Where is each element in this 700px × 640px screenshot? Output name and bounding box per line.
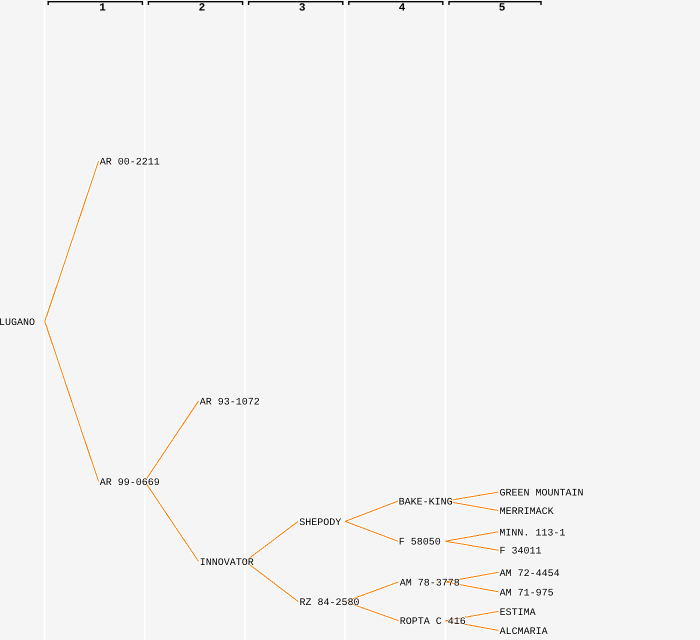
svg-text:MERRIMACK: MERRIMACK (500, 507, 554, 518)
svg-text:LUGANO: LUGANO (0, 318, 35, 329)
svg-text:AM 78-3778: AM 78-3778 (400, 578, 460, 589)
svg-text:5: 5 (499, 3, 506, 15)
svg-text:AM 72-4454: AM 72-4454 (500, 569, 560, 580)
svg-text:MINN. 113-1: MINN. 113-1 (499, 528, 565, 539)
svg-text:ALCMARIA: ALCMARIA (500, 627, 548, 638)
svg-text:2: 2 (199, 3, 206, 15)
svg-text:AR 00-2211: AR 00-2211 (100, 158, 160, 169)
svg-text:AM 71-975: AM 71-975 (500, 588, 554, 599)
svg-text:F 58050: F 58050 (399, 538, 441, 549)
svg-text:AR 99-0669: AR 99-0669 (100, 478, 160, 489)
svg-text:1: 1 (99, 3, 106, 15)
svg-text:F 34011: F 34011 (500, 547, 542, 558)
svg-text:SHEPODY: SHEPODY (299, 518, 341, 529)
svg-text:RZ 84-2580: RZ 84-2580 (300, 598, 360, 609)
svg-text:ROPTA C 416: ROPTA C 416 (400, 617, 466, 628)
svg-text:GREEN MOUNTAIN: GREEN MOUNTAIN (500, 489, 584, 500)
svg-text:AR 93-1072: AR 93-1072 (200, 398, 260, 409)
svg-text:3: 3 (299, 3, 306, 15)
svg-text:4: 4 (399, 3, 406, 15)
svg-text:ESTIMA: ESTIMA (500, 608, 536, 619)
svg-text:BAKE-KING: BAKE-KING (399, 498, 453, 509)
svg-text:INNOVATOR: INNOVATOR (200, 558, 254, 569)
